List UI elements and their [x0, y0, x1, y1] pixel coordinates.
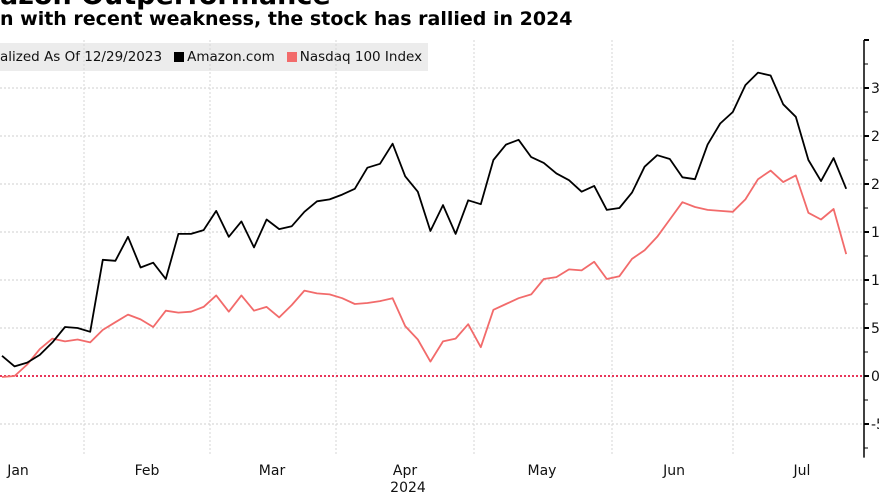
- chart-subtitle: n with recent weakness, the stock has ra…: [0, 8, 573, 30]
- x-tick-label-jan: Jan: [6, 463, 29, 479]
- y-tick-label: -5: [871, 417, 879, 433]
- legend-label-nasdaq: Nasdaq 100 Index: [299, 49, 423, 65]
- x-tick-label-jun: Jun: [662, 463, 685, 479]
- series-line-amazon: [1, 71, 848, 368]
- x-tick-label-jul: Jul: [793, 463, 811, 479]
- y-tick-label: 5: [871, 321, 879, 337]
- y-tick-label: 15: [871, 225, 879, 241]
- legend-label-amazon: Amazon.com: [187, 49, 275, 65]
- legend-swatch-nasdaq: [286, 52, 297, 62]
- y-tick-label: 0: [871, 369, 879, 385]
- legend-swatch-amazon: [174, 52, 185, 62]
- x-tick-label-may: May: [528, 463, 557, 479]
- y-tick-label: 25: [871, 129, 879, 145]
- y-tick-label: 10: [871, 273, 879, 289]
- x-tick-label-mar: Mar: [259, 463, 286, 479]
- x-tick-label-apr: Apr: [393, 463, 417, 479]
- y-tick-label: 30: [871, 81, 879, 97]
- y-tick-label: 20: [871, 177, 879, 193]
- legend-note: alized As Of 12/29/2023: [0, 49, 163, 65]
- legend: alized As Of 12/29/2023 Amazon.com Nasda…: [0, 43, 428, 71]
- x-tick-label-feb: Feb: [135, 463, 160, 479]
- chart-title: azon Outperformance: [0, 0, 331, 11]
- x-axis-year-label: 2024: [390, 480, 426, 494]
- series-line-nasdaq: [1, 169, 848, 378]
